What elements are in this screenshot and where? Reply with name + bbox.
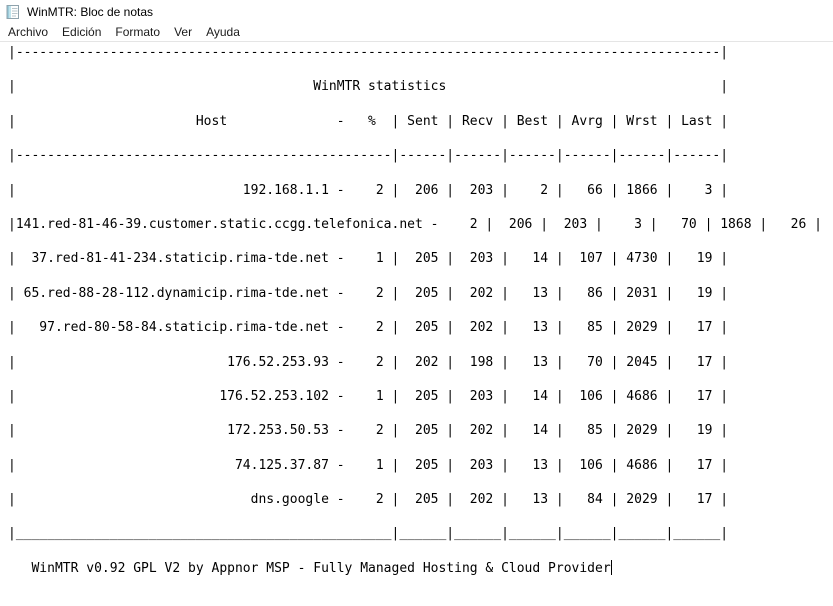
footer-text: WinMTR v0.92 GPL V2 by Appnor MSP - Full… [8, 560, 611, 576]
text-line: | WinMTR statistics | [8, 79, 729, 95]
text-line: | 172.253.50.53 - 2 | 205 | 202 | 14 | 8… [8, 423, 729, 439]
text-line: | 176.52.253.102 - 1 | 205 | 203 | 14 | … [8, 388, 729, 404]
menu-ver[interactable]: Ver [174, 25, 193, 39]
text-line: |_______________________________________… [8, 526, 729, 542]
text-line: |141.red-81-46-39.customer.static.ccgg.t… [8, 216, 822, 232]
text-line: | 74.125.37.87 - 1 | 205 | 203 | 13 | 10… [8, 457, 729, 473]
text-line: | 176.52.253.93 - 2 | 202 | 198 | 13 | 7… [8, 354, 729, 370]
text-line: | 97.red-80-58-84.staticip.rima-tde.net … [8, 320, 729, 336]
text-line: | dns.google - 2 | 205 | 202 | 13 | 84 |… [8, 492, 729, 508]
text-line: | Host - % | Sent | Recv | Best | Avrg |… [8, 113, 729, 129]
text-editor[interactable]: |---------------------------------------… [0, 42, 833, 594]
menu-ayuda[interactable]: Ayuda [206, 25, 240, 39]
title-bar[interactable]: WinMTR: Bloc de notas [0, 0, 833, 23]
text-line: | 65.red-88-28-112.dynamicip.rima-tde.ne… [8, 285, 729, 301]
menu-bar: Archivo Edición Formato Ver Ayuda [0, 23, 833, 42]
window-title: WinMTR: Bloc de notas [27, 4, 154, 19]
text-line: | 192.168.1.1 - 2 | 206 | 203 | 2 | 66 |… [8, 182, 729, 198]
text-caret [611, 559, 613, 575]
text-line: | 37.red-81-41-234.staticip.rima-tde.net… [8, 251, 729, 267]
notepad-icon [6, 4, 19, 19]
menu-edicion[interactable]: Edición [62, 25, 102, 39]
text-line: |---------------------------------------… [8, 148, 729, 164]
text-line: |---------------------------------------… [8, 45, 729, 60]
menu-archivo[interactable]: Archivo [8, 25, 49, 39]
menu-formato[interactable]: Formato [115, 25, 161, 39]
footer-line: WinMTR v0.92 GPL V2 by Appnor MSP - Full… [8, 559, 833, 594]
